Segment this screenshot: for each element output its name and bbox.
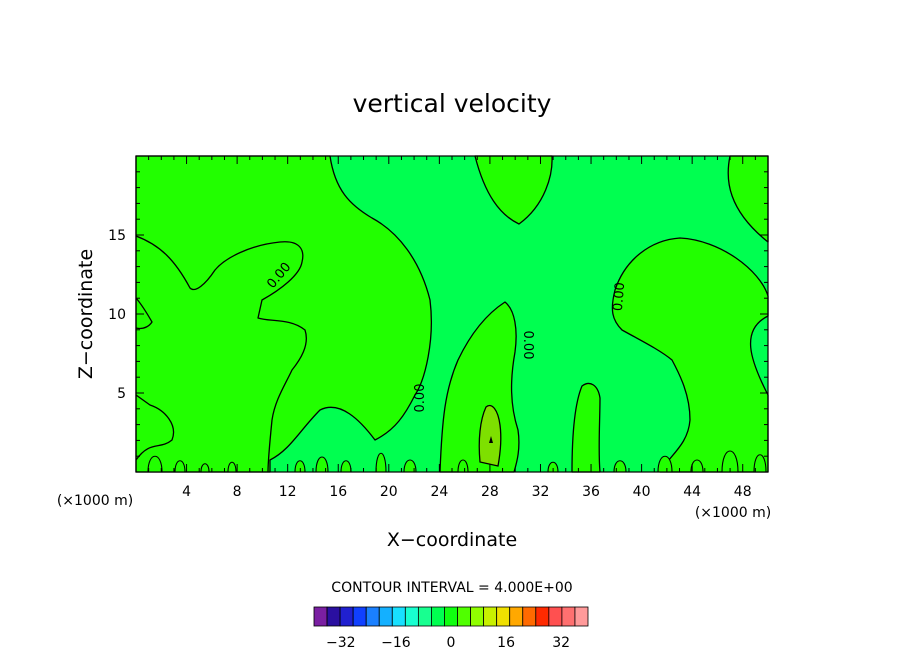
x-tick-label-16: 16 xyxy=(329,484,347,500)
contour-label-2: 0.00 xyxy=(413,384,428,413)
colorbar-swatch-18 xyxy=(535,606,550,627)
y-axis-ticks: 5 10 15 xyxy=(108,171,768,457)
x-tick-label-36: 36 xyxy=(582,484,600,500)
x-tick-label-4: 4 xyxy=(182,484,191,500)
x-axis-ticks: 4 8 12 16 20 24 28 32 36 40 44 48 xyxy=(148,156,756,500)
region-max-core xyxy=(478,404,502,467)
contour-label-4: 0.00 xyxy=(611,282,628,312)
colorbar-tick-label-3: 0 xyxy=(447,635,456,651)
eddy-13 xyxy=(657,455,673,473)
region-top-middle xyxy=(474,155,553,225)
y-tick-label-5: 5 xyxy=(117,386,126,402)
x-tick-label-12: 12 xyxy=(279,484,297,500)
eddy-9 xyxy=(403,459,417,473)
colorbar-swatch-3 xyxy=(339,606,354,627)
x-tick-label-40: 40 xyxy=(633,484,651,500)
max-core-mark xyxy=(489,436,493,443)
x-unit-right: (×1000 m) xyxy=(695,505,771,521)
colorbar-swatch-15 xyxy=(496,606,511,627)
colorbar-swatch-7 xyxy=(391,606,406,627)
colorbar-swatch-12 xyxy=(457,606,471,627)
colorbar-swatch-9 xyxy=(417,606,432,627)
eddy-14 xyxy=(690,459,704,473)
eddy-5 xyxy=(294,460,306,473)
colorbar-swatch-17 xyxy=(522,606,537,627)
colorbar-swatch-4 xyxy=(352,606,367,627)
x-unit-left: (×1000 m) xyxy=(57,493,133,509)
colorbar-swatch-16 xyxy=(509,606,524,627)
region-top-left xyxy=(135,155,432,473)
contour-label-3: 0.00 xyxy=(520,331,535,360)
x-axis-label: X−coordinate xyxy=(387,529,517,551)
region-right-plume xyxy=(571,382,601,473)
colorbar-swatch-14 xyxy=(483,606,498,627)
colorbar-swatch-11 xyxy=(444,606,458,627)
eddy-11 xyxy=(547,461,559,473)
x-tick-label-44: 44 xyxy=(683,484,701,500)
colorbar-swatch-21 xyxy=(574,606,589,627)
x-tick-label-28: 28 xyxy=(481,484,499,500)
eddy-15 xyxy=(721,450,739,473)
eddy-12 xyxy=(613,460,627,473)
colorbar-tick-label-2: −16 xyxy=(381,635,411,651)
x-tick-label-32: 32 xyxy=(532,484,550,500)
contour-interval-text: CONTOUR INTERVAL = 4.000E+00 xyxy=(331,580,572,596)
chart-title: vertical velocity xyxy=(353,89,552,118)
colorbar-swatch-1 xyxy=(313,606,328,627)
colorbar-tick-label-1: −32 xyxy=(326,635,356,651)
eddy-4 xyxy=(227,461,237,473)
colorbar-swatch-2 xyxy=(326,606,341,627)
x-tick-label-8: 8 xyxy=(233,484,242,500)
x-tick-label-48: 48 xyxy=(734,484,752,500)
contour-field: 0.000.000.000.00 xyxy=(135,155,769,473)
y-tick-label-15: 15 xyxy=(108,228,126,244)
x-tick-label-20: 20 xyxy=(380,484,398,500)
eddy-16 xyxy=(753,454,767,473)
colorbar-tick-label-5: 32 xyxy=(552,635,570,651)
eddy-8 xyxy=(375,452,387,473)
colorbar: −32 −16 0 16 32 xyxy=(313,606,589,651)
colorbar-swatch-20 xyxy=(561,606,576,627)
colorbar-swatch-10 xyxy=(431,606,445,627)
eddy-1 xyxy=(147,455,163,473)
y-axis-label: Z−coordinate xyxy=(75,249,97,379)
colorbar-swatch-13 xyxy=(470,606,485,627)
eddy-2 xyxy=(174,460,186,473)
y-tick-label-10: 10 xyxy=(108,307,126,323)
colorbar-tick-label-4: 16 xyxy=(497,635,515,651)
colorbar-swatch-6 xyxy=(378,606,393,627)
x-tick-label-24: 24 xyxy=(430,484,448,500)
colorbar-swatch-5 xyxy=(365,606,380,627)
eddy-3 xyxy=(200,463,210,473)
colorbar-swatch-19 xyxy=(548,606,563,627)
eddy-6 xyxy=(315,456,329,473)
eddy-10 xyxy=(457,459,469,473)
colorbar-swatch-8 xyxy=(404,606,419,627)
